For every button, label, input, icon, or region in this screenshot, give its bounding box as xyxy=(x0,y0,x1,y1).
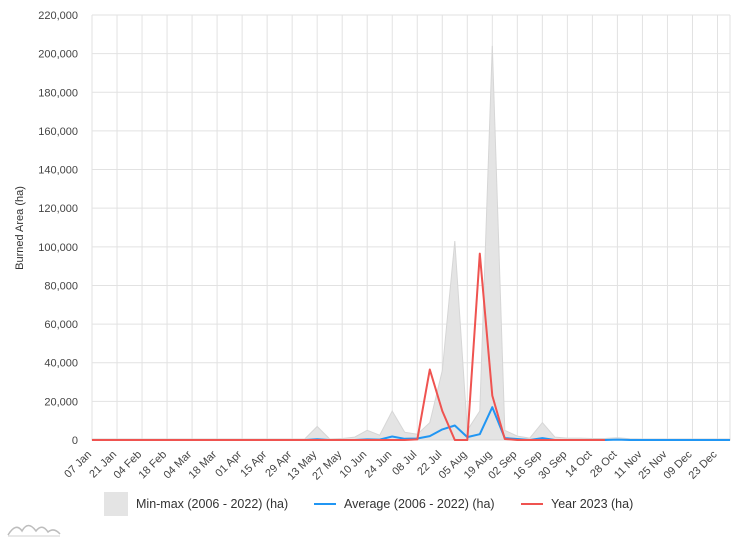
y-tick-label: 100,000 xyxy=(38,242,78,254)
legend-swatch-year2023 xyxy=(521,503,543,505)
y-tick-label: 60,000 xyxy=(44,319,78,331)
x-tick-label: 23 Dec xyxy=(686,448,719,481)
y-tick-label: 20,000 xyxy=(44,396,78,408)
chart-marks xyxy=(91,45,731,441)
y-tick-label: 40,000 xyxy=(44,358,78,370)
legend-item-year2023[interactable]: Year 2023 (ha) xyxy=(521,488,633,520)
y-tick-label: 80,000 xyxy=(44,280,78,292)
burned-area-chart: 0 20,000 40,000 60,000 80,000 100,000 120,000 1… xyxy=(14,10,731,483)
x-tick-label: 18 Mar xyxy=(187,448,220,481)
chart-grid xyxy=(91,14,731,441)
y-axis-ticks: 0 20,000 40,000 60,000 80,000 100,000 120,000 1… xyxy=(38,10,78,447)
x-tick-label: 10 Jun xyxy=(337,449,369,481)
y-tick-label: 140,000 xyxy=(38,165,78,177)
y-tick-label: 180,000 xyxy=(38,87,78,99)
legend-swatch-minmax xyxy=(104,492,128,516)
x-tick-label: 30 Sep xyxy=(536,449,569,482)
x-tick-label: 07 Jan xyxy=(62,449,94,481)
x-tick-label: 01 Apr xyxy=(213,448,244,479)
series-minmax-area xyxy=(91,45,731,441)
y-tick-label: 220,000 xyxy=(38,10,78,22)
chart-legend: Min-max (2006 - 2022) (ha) Average (2006… xyxy=(0,488,746,520)
legend-swatch-average xyxy=(314,503,336,505)
y-tick-label: 200,000 xyxy=(38,49,78,61)
y-tick-label: 0 xyxy=(72,435,78,447)
y-tick-label: 160,000 xyxy=(38,126,78,138)
y-tick-label: 120,000 xyxy=(38,203,78,215)
y-axis-title: Burned Area (ha) xyxy=(14,186,26,270)
amcharts-wave-logo-icon[interactable] xyxy=(6,518,62,538)
x-tick-label: 08 Jul xyxy=(390,449,419,478)
legend-item-average[interactable]: Average (2006 - 2022) (ha) xyxy=(314,488,495,520)
legend-item-minmax[interactable]: Min-max (2006 - 2022) (ha) xyxy=(104,488,288,520)
x-tick-label: 14 Oct xyxy=(563,449,594,480)
series-year-2023-line xyxy=(92,252,605,441)
x-tick-label: 24 Jun xyxy=(363,449,395,481)
legend-label-average: Average (2006 - 2022) (ha) xyxy=(344,497,495,511)
legend-label-minmax: Min-max (2006 - 2022) (ha) xyxy=(136,497,289,511)
x-tick-label: 15 Apr xyxy=(238,448,269,479)
legend-label-year2023: Year 2023 (ha) xyxy=(551,497,634,511)
